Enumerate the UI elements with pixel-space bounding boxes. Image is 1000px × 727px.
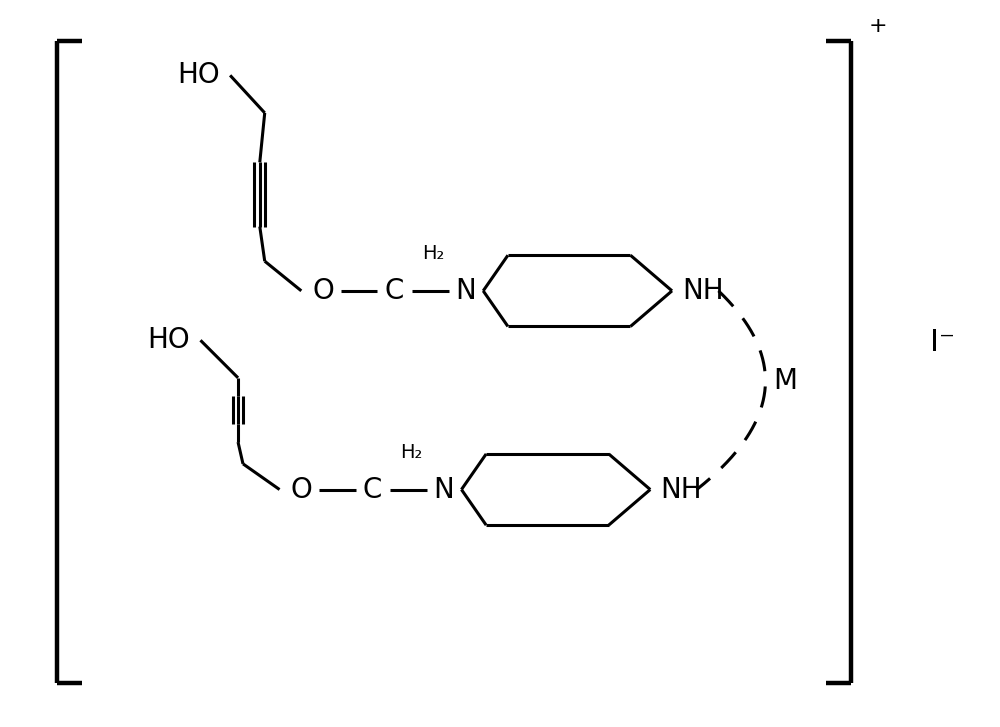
Text: HO: HO	[177, 61, 220, 89]
Text: N: N	[433, 475, 454, 504]
Text: I⁻: I⁻	[930, 328, 955, 357]
Text: C: C	[363, 475, 382, 504]
Text: M: M	[773, 366, 797, 395]
Text: NH: NH	[660, 475, 702, 504]
Text: C: C	[385, 277, 404, 305]
Text: O: O	[290, 475, 312, 504]
Text: NH: NH	[682, 277, 724, 305]
Text: +: +	[868, 16, 887, 36]
Text: H₂: H₂	[400, 443, 423, 462]
Text: N: N	[455, 277, 476, 305]
Text: HO: HO	[148, 326, 190, 354]
Text: H₂: H₂	[422, 244, 444, 263]
Text: O: O	[312, 277, 334, 305]
